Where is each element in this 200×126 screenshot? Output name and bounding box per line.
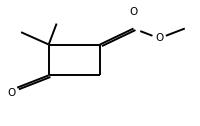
Text: O: O: [155, 33, 163, 43]
Text: O: O: [7, 88, 15, 98]
Text: O: O: [129, 7, 138, 18]
